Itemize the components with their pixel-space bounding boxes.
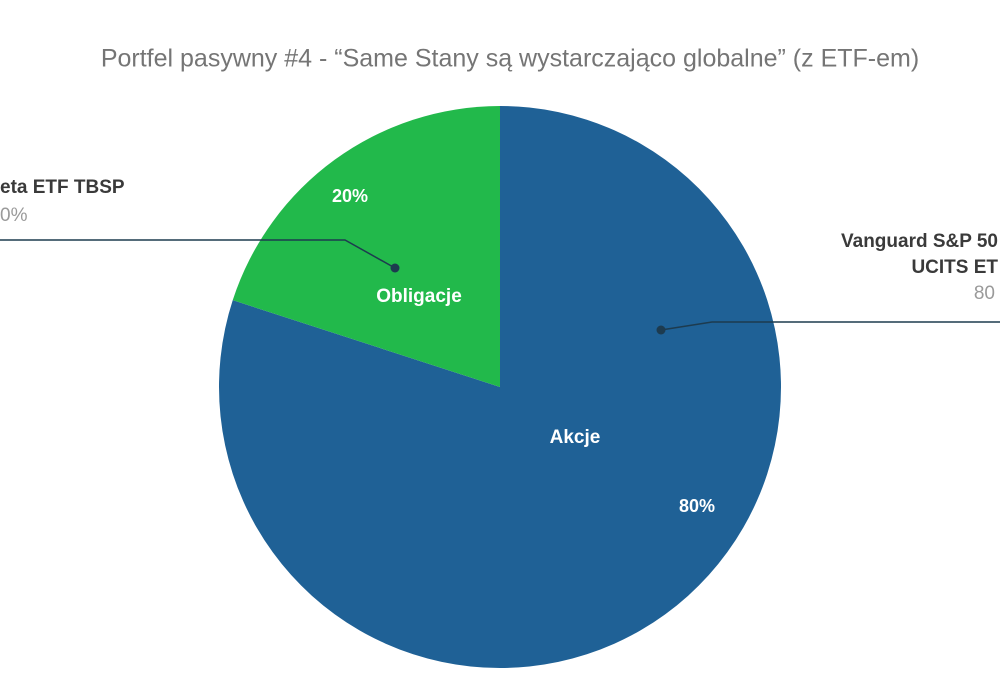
chart-title: Portfel pasywny #4 - “Same Stany są wyst…: [101, 45, 919, 73]
slice-label: Obligacje: [376, 286, 462, 307]
callout-value: 80: [974, 283, 995, 304]
value-label: 80%: [679, 496, 715, 516]
pie-slice: [232, 106, 500, 387]
callout-label: eta ETF TBSP: [0, 177, 125, 198]
value-label: 20%: [332, 186, 368, 206]
callout-value: 0%: [0, 205, 28, 226]
callout-line: [0, 239, 396, 269]
callout-label: Vanguard S&P 50: [841, 231, 998, 252]
callout-line: [660, 321, 1000, 331]
callout-dot: [656, 325, 666, 335]
slice-label: Akcje: [550, 427, 601, 448]
callout-dot: [390, 263, 400, 273]
callout-label: UCITS ET: [911, 257, 998, 278]
